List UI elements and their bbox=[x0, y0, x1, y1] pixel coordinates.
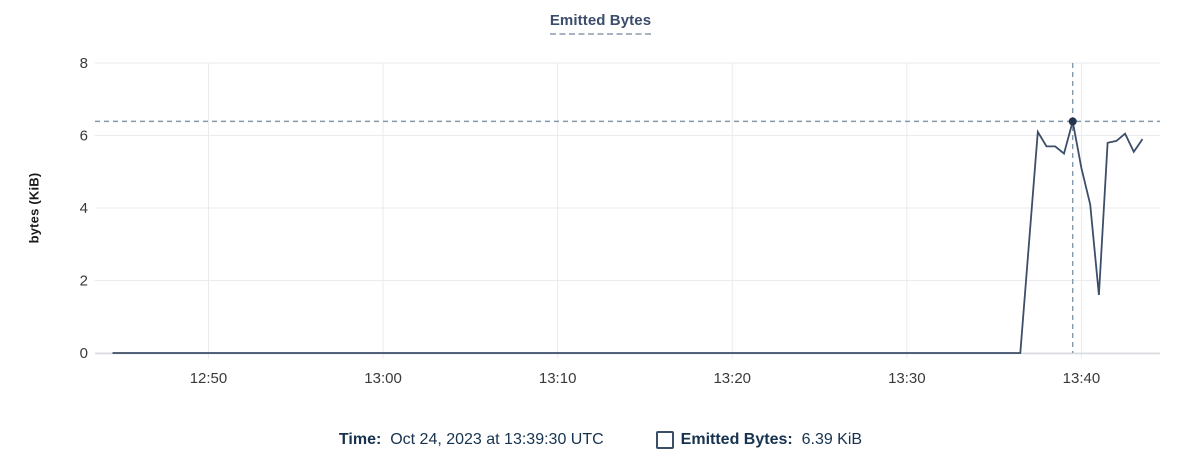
x-tick-label-13:00: 13:00 bbox=[364, 370, 402, 387]
series-line-emitted-bytes bbox=[112, 121, 1144, 354]
y-tick-label-2: 2 bbox=[80, 273, 88, 290]
spacer bbox=[793, 431, 802, 449]
legend-checkbox[interactable] bbox=[655, 431, 674, 449]
y-tick-label-8: 8 bbox=[80, 55, 88, 72]
x-tick-label-13:10: 13:10 bbox=[539, 370, 577, 387]
time-value: Oct 24, 2023 at 13:39:30 UTC bbox=[390, 431, 604, 448]
hover-time-readout: Time: Oct 24, 2023 at 13:39:30 UTC bbox=[339, 431, 604, 449]
legend-series-label: Emitted Bytes: bbox=[680, 431, 793, 448]
title-row: Emitted Bytes bbox=[0, 12, 1201, 35]
x-tick-label-12:50: 12:50 bbox=[190, 370, 228, 387]
spacer bbox=[381, 431, 390, 449]
legend-series-value: 6.39 KiB bbox=[801, 431, 863, 448]
legend-item-emitted-bytes[interactable]: Emitted Bytes: 6.39 KiB bbox=[655, 431, 863, 449]
time-label: Time: bbox=[338, 431, 382, 448]
y-tick-label-4: 4 bbox=[80, 200, 88, 217]
y-tick-label-6: 6 bbox=[80, 128, 88, 145]
y-tick-label-0: 0 bbox=[80, 345, 88, 362]
x-tick-label-13:40: 13:40 bbox=[1063, 370, 1101, 387]
hover-point-marker bbox=[1068, 117, 1077, 126]
chart-footer: Time: Oct 24, 2023 at 13:39:30 UTC Emitt… bbox=[0, 431, 1201, 449]
x-tick-label-13:30: 13:30 bbox=[888, 370, 926, 387]
chart-title[interactable]: Emitted Bytes bbox=[549, 12, 652, 35]
x-tick-label-13:20: 13:20 bbox=[713, 370, 751, 387]
chart-canvas[interactable]: 0 2 4 6 8 12:50 13:00 13:10 13:20 13:30 13:40 bbox=[0, 0, 1201, 412]
